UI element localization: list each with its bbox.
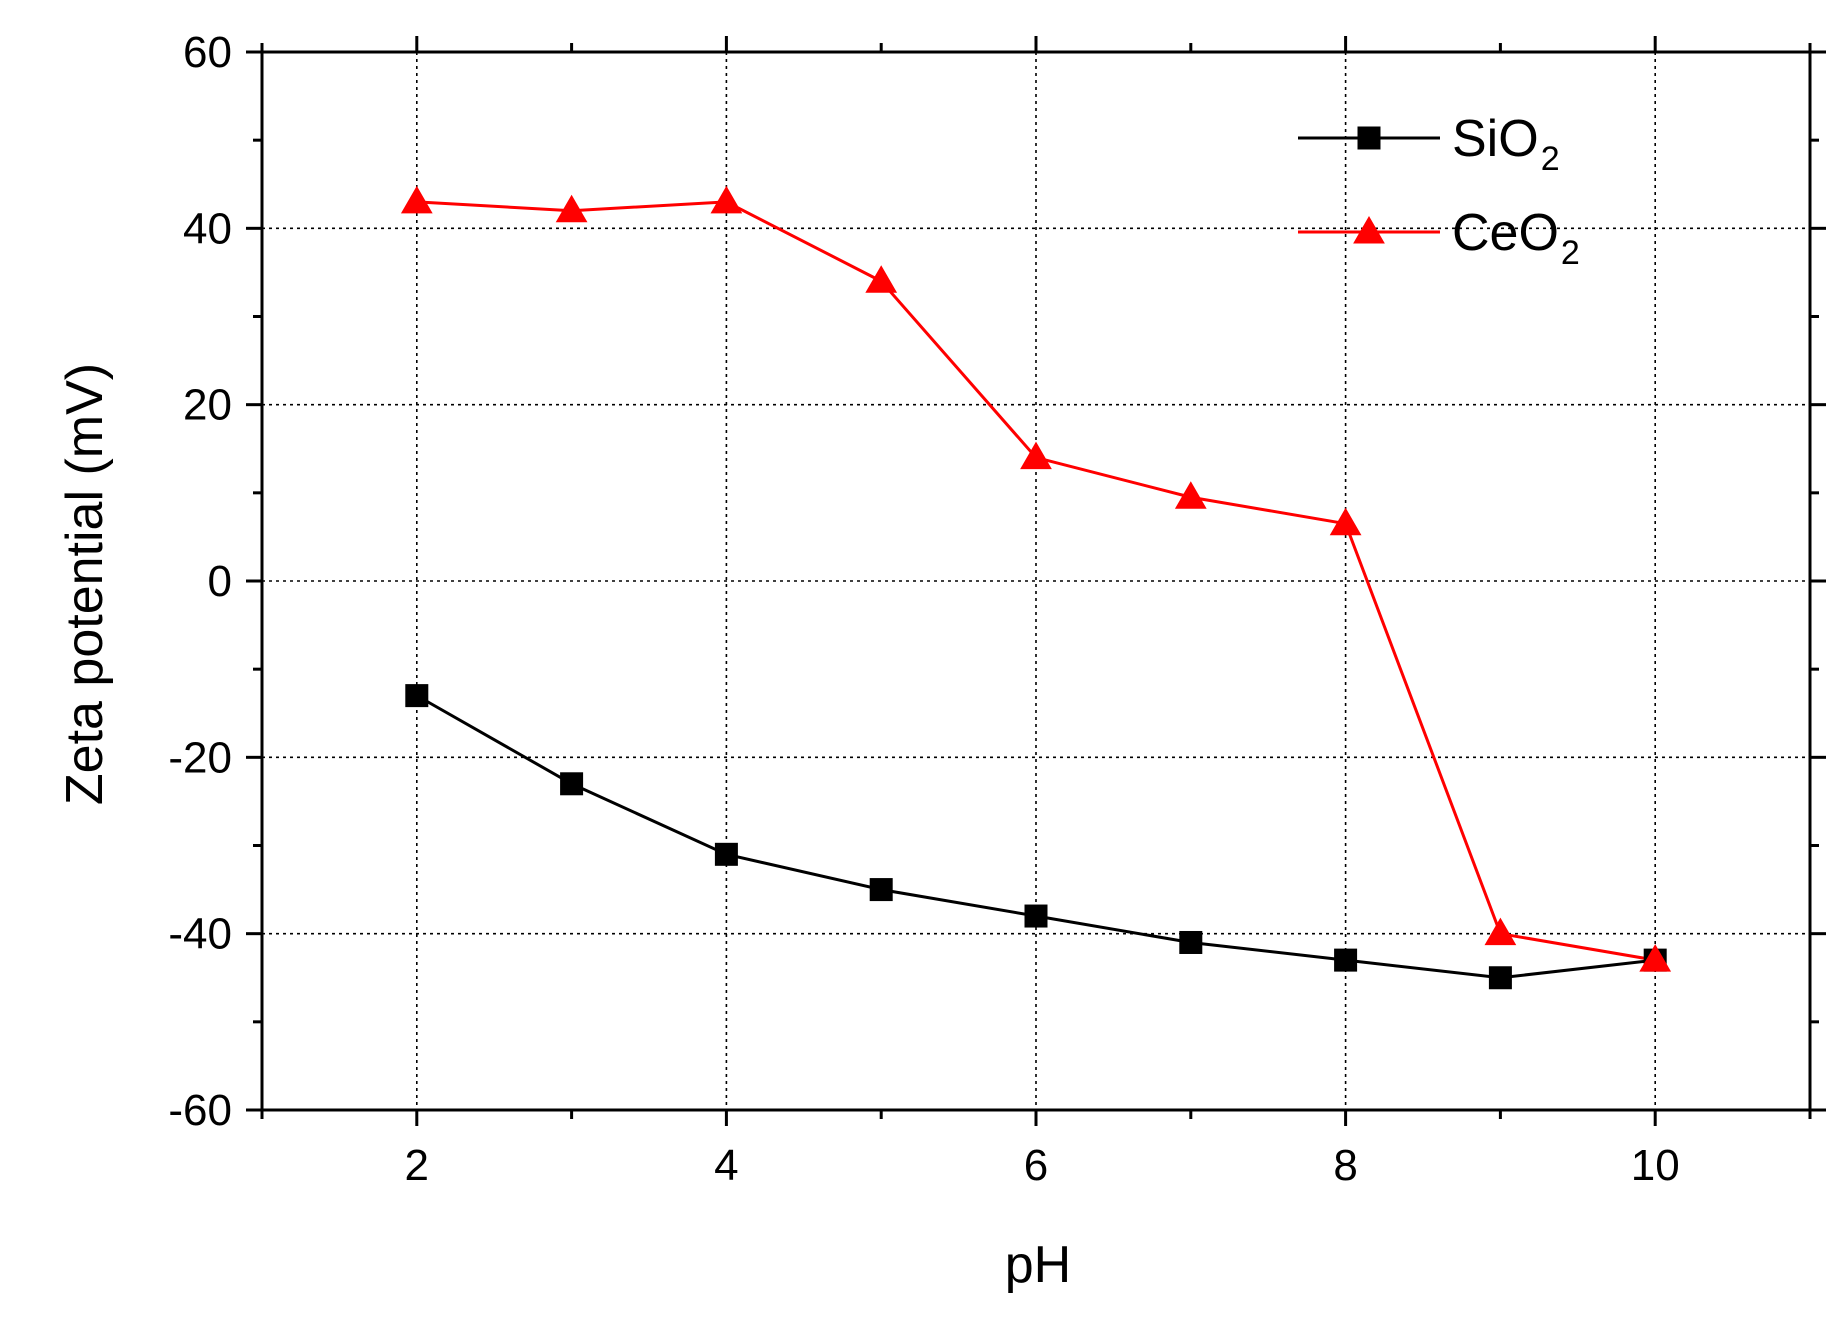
data-point-ceo2 <box>1484 917 1517 946</box>
y-tick-label: -20 <box>168 733 232 782</box>
data-point-sio2 <box>1334 948 1358 972</box>
y-tick-label: -60 <box>168 1086 232 1135</box>
data-point-ceo2 <box>555 194 588 223</box>
x-tick-label: 6 <box>1024 1141 1048 1190</box>
data-point-ceo2 <box>1174 481 1207 509</box>
grid-lines <box>262 52 1810 1110</box>
data-point-sio2 <box>714 842 738 866</box>
series-line-ceo2 <box>416 200 1656 962</box>
y-tick-labels: -60 -40 -20 0 20 40 60 <box>168 28 232 1135</box>
x-axis-label: pH <box>1005 1236 1071 1294</box>
y-tick-label: 0 <box>208 557 232 606</box>
x-tick-label: 2 <box>405 1141 429 1190</box>
data-point-sio2 <box>560 772 584 796</box>
legend-label-ceo2: CeO2 <box>1452 204 1580 272</box>
x-tick-labels: 2 4 6 8 10 <box>405 1141 1680 1190</box>
data-point-ceo2 <box>1020 441 1052 470</box>
y-tick-label: 20 <box>183 381 232 430</box>
data-point-sio2 <box>1488 966 1512 990</box>
data-point-sio2 <box>869 878 893 902</box>
data-point-ceo2 <box>1329 507 1362 536</box>
legend-label-sio2: SiO2 <box>1452 110 1560 178</box>
data-point-ceo2 <box>1639 944 1672 972</box>
data-point-sio2 <box>1024 904 1048 928</box>
data-point-ceo2 <box>710 185 743 214</box>
legend-marker-sio2 <box>1357 126 1381 150</box>
y-tick-label: -40 <box>168 910 232 959</box>
y-tick-label: 40 <box>183 204 232 253</box>
data-point-sio2 <box>405 684 429 708</box>
legend: SiO2 CeO2 <box>1298 110 1580 272</box>
y-axis-label: Zeta potential (mV) <box>56 363 114 805</box>
axis-ticks <box>246 36 1826 1126</box>
data-point-sio2 <box>1179 930 1203 954</box>
y-tick-label: 60 <box>183 28 232 77</box>
x-tick-label: 4 <box>714 1141 738 1190</box>
legend-marker-ceo2 <box>1353 215 1385 244</box>
data-point-ceo2 <box>865 265 898 293</box>
series-markers <box>400 185 1672 990</box>
x-tick-label: 8 <box>1333 1141 1357 1190</box>
data-point-ceo2 <box>400 185 433 214</box>
x-tick-label: 10 <box>1631 1141 1680 1190</box>
